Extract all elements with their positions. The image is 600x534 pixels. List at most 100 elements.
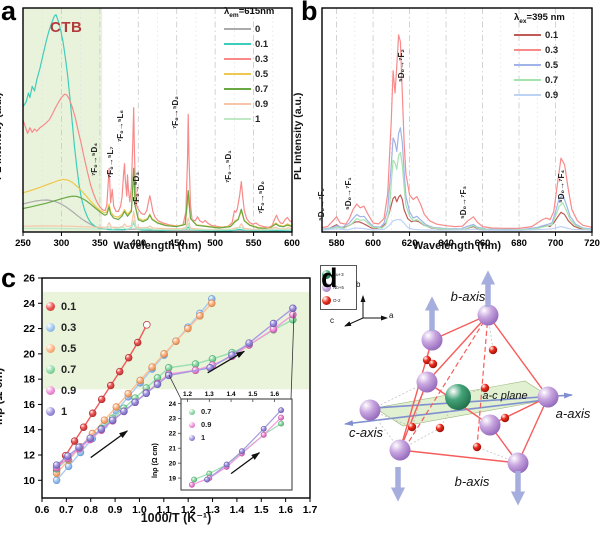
peak-transition-label: ⁷F₀→⁵D₃ (132, 171, 141, 205)
legend-item-label: 0.3 (545, 44, 559, 56)
triad-c-label: c (330, 316, 334, 325)
atom-O (407, 422, 417, 432)
bond-faint (369, 409, 413, 428)
x-tick-label: 1.2 (181, 504, 196, 516)
legend-line-swatch (224, 43, 251, 46)
data-point-0.7 (191, 360, 200, 368)
atom-legend-item: Nb+5 (322, 281, 355, 294)
legend-line-swatch (224, 73, 251, 76)
panel-b: b 580 600 620 640 660 680 700 720 PL Intensity … (292, 0, 600, 263)
frame-edge (489, 396, 549, 426)
legend-item: 0.1 (224, 37, 274, 52)
data-point-1 (108, 416, 117, 424)
atom-O (428, 359, 438, 369)
legend-a: λem=615nm 0 0.1 0.3 0.5 0.7 0.9 1 (224, 6, 274, 127)
series-curve-0.7 (22, 167, 293, 230)
series-curve-0.3 (321, 34, 593, 229)
trend-arrow (230, 452, 261, 475)
x-tick-label: 700 (548, 238, 564, 249)
x-tick-label: 1.2 (183, 391, 192, 398)
legend-item-label: 1 (201, 433, 206, 442)
legend-item: 0.9 (224, 97, 274, 112)
plot-border (180, 398, 293, 491)
atom-Nb (479, 414, 501, 436)
y-tick-label: 22 (23, 323, 35, 335)
legend-item-label: 0.1 (255, 38, 269, 50)
crystal-structure-diagram (344, 270, 573, 506)
atom-legend-label: Nb+5 (333, 285, 344, 290)
x-tick-label: 350 (92, 238, 108, 249)
atom-O (500, 413, 510, 423)
data-point-0.5 (112, 403, 121, 411)
data-point-1 (142, 389, 151, 398)
data-point-1 (245, 339, 253, 347)
data-point-0.3 (64, 462, 73, 471)
ac-plane-label: a-c plane (482, 390, 528, 402)
data-point-0.7 (164, 364, 173, 372)
data-point-1 (120, 407, 128, 416)
ctb-label: CTB (50, 19, 83, 36)
peak-transition-label: ⁷F₀→⁵L₆ (116, 109, 125, 142)
legend-item: 0 (224, 22, 274, 37)
peak-transition-label: ⁵D₀→⁷F₃ (459, 185, 468, 219)
y-tick-label: 18 (23, 374, 35, 386)
legend-c-inset: 0.7 0.9 1 (189, 405, 211, 444)
panel-a: a 250 300 350 400 450 500 550 600 CTB PL Intens… (0, 0, 300, 263)
atom-Nb (507, 452, 529, 474)
legend-item-label: 0.7 (201, 407, 212, 416)
atom-legend-item: Eu+3 (322, 268, 355, 281)
y-tick-label: 16 (23, 399, 35, 411)
x-tick-label: 300 (53, 238, 69, 249)
peak-transition-label: ⁵D₀→⁷F₀ (317, 188, 326, 221)
atom-legend-label: O-2 (333, 298, 341, 303)
legend-item: 0.5 (514, 58, 565, 73)
legend-ball-swatch (46, 386, 55, 395)
legend-line-swatch (224, 103, 251, 106)
data-point-0.7 (191, 476, 198, 483)
legend-item-label: 0.9 (545, 89, 559, 101)
atom-Nb (421, 329, 443, 351)
frame-edge-dashed (476, 314, 489, 448)
panel-letter-c: c (1, 263, 17, 293)
a-axis-label: a-axis (555, 406, 591, 421)
x-tick-label: 1.4 (230, 504, 245, 516)
legend-item: 0.7 (46, 359, 76, 380)
legend-item: 0.3 (514, 43, 565, 58)
atom-O (488, 345, 498, 355)
data-point-0.1 (115, 367, 124, 376)
legend-item: 1 (189, 431, 211, 444)
y-tick-label: 12 (23, 450, 35, 462)
data-point-0.9 (260, 431, 267, 438)
legend-item-label: 0.5 (545, 59, 559, 71)
x-tick-label: 0.9 (108, 504, 123, 516)
trend-arrow (207, 350, 246, 374)
legend-line-swatch (514, 49, 541, 52)
data-point-0.5 (148, 363, 156, 371)
data-point-0.5 (136, 376, 144, 385)
atom-legend-ball (322, 283, 331, 292)
x-tick-label: 0.8 (83, 504, 98, 516)
inset-background (181, 399, 292, 490)
atom-Nb (359, 399, 381, 421)
c-axis-line (344, 398, 554, 427)
series-curve-0.9 (22, 210, 293, 231)
atom-O (435, 423, 445, 433)
frame-edge-dashed (407, 314, 489, 444)
legend-line-swatch (224, 88, 251, 91)
legend-title: λex=395 nm (514, 12, 565, 25)
bond-faint (369, 381, 428, 411)
emission-spectrum-chart: 580 600 620 640 660 680 700 720 (321, 7, 600, 249)
legend-item-label: 0.7 (255, 83, 269, 95)
data-point-1 (223, 461, 230, 468)
y-tick-label: 20 (23, 348, 35, 360)
b-axis-label-bottom: b-axis (454, 474, 490, 489)
data-point-0.7 (208, 355, 217, 363)
x-tick-label: 1.5 (254, 504, 269, 516)
legend-item: 0.9 (189, 418, 211, 431)
data-point-1 (153, 380, 162, 389)
legend-item-label: 0.3 (61, 321, 77, 334)
y-tick-label: 20 (169, 460, 177, 467)
x-tick-label: 500 (207, 238, 223, 249)
data-point-0.9 (278, 414, 285, 421)
series-fit-line-1 (56, 307, 294, 466)
